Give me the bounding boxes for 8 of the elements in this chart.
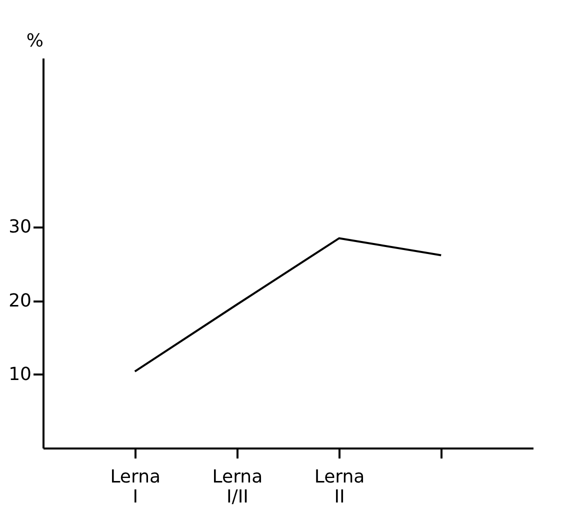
y-axis-title: %	[26, 30, 44, 52]
y-tick-label: 10	[8, 364, 32, 385]
x-tick-label: Lerna I/II	[212, 466, 263, 508]
x-tick-label: Lerna II	[314, 466, 365, 508]
line-series	[134, 237, 442, 372]
x-tick-label: Lerna I	[110, 466, 161, 508]
y-tick-label: 30	[8, 216, 32, 238]
y-tick-label: 20	[8, 290, 32, 312]
